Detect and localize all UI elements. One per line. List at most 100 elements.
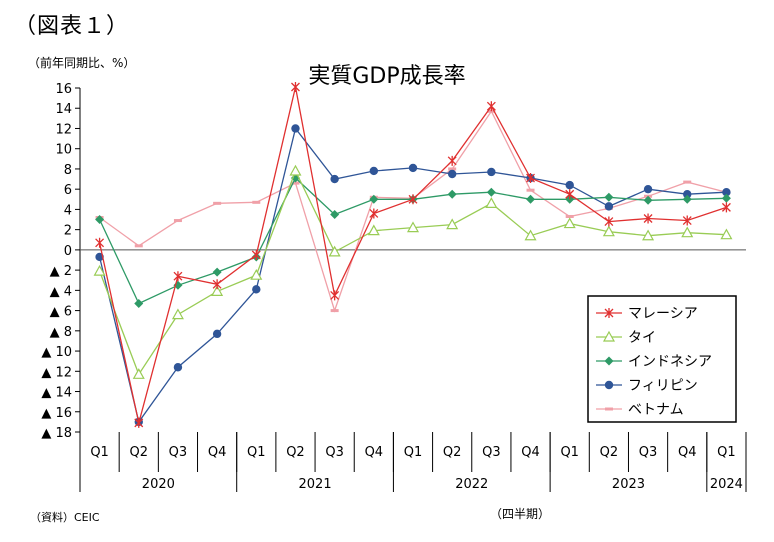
y-tick-label: ▲ 6 xyxy=(50,305,72,320)
data-point xyxy=(526,188,535,192)
data-point xyxy=(291,124,300,133)
data-point xyxy=(447,155,457,166)
x-tick-label: Q2 xyxy=(600,445,619,460)
data-point xyxy=(173,219,182,223)
data-point xyxy=(369,166,379,176)
data-point xyxy=(252,200,261,204)
x-unit-label: （四半期） xyxy=(490,507,551,521)
data-point xyxy=(526,194,536,204)
y-tick-label: ▲ 2 xyxy=(50,264,72,279)
legend-swatch-marker xyxy=(602,330,616,342)
x-tick-label: Q4 xyxy=(365,445,384,460)
data-point xyxy=(289,164,302,176)
y-unit-label: （前年同期比、%） xyxy=(28,56,136,70)
data-point xyxy=(526,173,535,184)
x-tick-label: Q1 xyxy=(560,445,579,460)
year-label: 2021 xyxy=(299,477,332,492)
figure-label: （図表１） xyxy=(14,14,130,39)
data-point xyxy=(565,180,574,190)
data-point xyxy=(132,368,145,379)
y-tick-label: 6 xyxy=(64,183,72,198)
data-point xyxy=(604,216,614,227)
y-tick-label: ▲ 16 xyxy=(41,406,72,421)
y-tick-label: 16 xyxy=(55,82,72,97)
data-point xyxy=(252,285,261,294)
x-tick-label: Q1 xyxy=(717,445,736,460)
data-point xyxy=(291,181,300,185)
data-point xyxy=(681,226,694,238)
y-tick-label: ▲ 12 xyxy=(41,365,72,380)
series-0 xyxy=(95,81,731,428)
data-point xyxy=(173,271,183,282)
x-tick-label: Q1 xyxy=(404,445,423,460)
x-tick-label: Q2 xyxy=(443,445,462,460)
legend-entry: タイ xyxy=(596,330,656,346)
data-point xyxy=(683,180,692,184)
x-tick-label: Q1 xyxy=(90,445,109,460)
y-tick-label: 12 xyxy=(55,122,72,137)
data-point xyxy=(682,215,692,226)
data-point xyxy=(330,209,340,219)
series-4 xyxy=(95,109,731,313)
data-point xyxy=(604,192,614,202)
data-point xyxy=(565,189,575,200)
series-3 xyxy=(95,124,731,427)
data-point xyxy=(643,195,653,205)
series-2 xyxy=(95,173,731,309)
legend-label: フィリピン xyxy=(628,378,698,394)
data-point xyxy=(369,194,379,204)
data-point xyxy=(330,290,340,301)
legend-swatch-marker xyxy=(605,407,613,411)
y-tick-label: 0 xyxy=(64,244,72,259)
source-note: （資料）CEIC xyxy=(30,511,100,524)
data-point xyxy=(250,268,263,280)
data-point xyxy=(134,244,143,248)
y-tick-label: 2 xyxy=(64,224,72,239)
data-point xyxy=(643,184,653,194)
y-tick-label: 14 xyxy=(55,102,72,117)
legend-swatch-marker xyxy=(604,308,614,318)
data-point xyxy=(291,81,300,92)
data-point xyxy=(486,187,496,197)
data-point xyxy=(722,188,731,197)
data-point xyxy=(330,174,339,184)
legend-swatch-marker xyxy=(604,380,614,390)
y-tick-label: ▲ 18 xyxy=(41,426,72,441)
chart-title: 実質GDP成長率 xyxy=(308,64,466,89)
year-label: 2020 xyxy=(142,477,175,492)
year-label: 2022 xyxy=(455,477,488,492)
series-line xyxy=(99,110,727,313)
data-point xyxy=(211,285,224,296)
data-point xyxy=(565,214,574,218)
y-tick-label: ▲ 8 xyxy=(50,325,72,340)
legend-entry: フィリピン xyxy=(596,378,698,394)
data-point xyxy=(563,217,576,229)
legend-entry: ベトナム xyxy=(596,402,684,418)
legend-label: タイ xyxy=(628,330,656,346)
x-tick-label: Q4 xyxy=(521,445,540,460)
data-point xyxy=(642,229,655,241)
year-label: 2024 xyxy=(710,477,743,492)
data-point xyxy=(602,225,615,237)
axes-layer: 16 14 12 10 8 6 4 2 0 ▲ 2 ▲ 4 ▲ 6 ▲ 8 ▲ 10 ▲ 12 ▲ 14 ▲ 1… xyxy=(41,82,747,492)
data-point xyxy=(213,201,222,205)
x-tick-label: Q2 xyxy=(130,445,149,460)
y-tick-label: ▲ 14 xyxy=(41,386,72,401)
data-point xyxy=(448,167,457,171)
data-point xyxy=(330,309,339,313)
data-point xyxy=(447,169,457,179)
data-point xyxy=(212,279,222,290)
y-tick-label: 10 xyxy=(55,143,72,158)
data-point xyxy=(93,264,106,276)
data-point xyxy=(643,213,653,224)
y-tick-label: 4 xyxy=(64,203,72,218)
y-tick-label: 8 xyxy=(64,163,72,178)
data-point xyxy=(447,189,457,199)
x-tick-label: Q4 xyxy=(678,445,697,460)
x-tick-label: Q2 xyxy=(286,445,305,460)
data-point xyxy=(95,215,105,225)
legend-label: インドネシア xyxy=(628,354,712,370)
data-point xyxy=(212,329,222,339)
